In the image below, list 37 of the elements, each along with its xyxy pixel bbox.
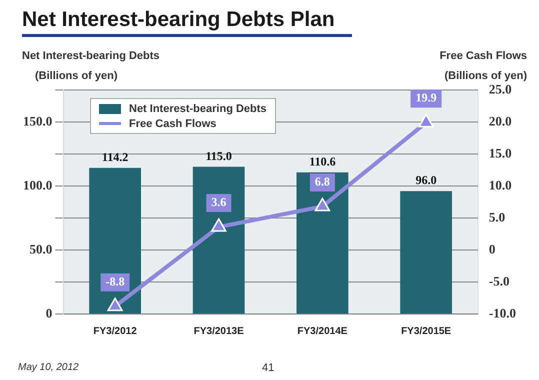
y2-axis-title: Free Cash Flows [440, 50, 527, 62]
data-label: 3.6 [211, 195, 226, 210]
point [418, 114, 434, 128]
data-label: 115.0 [206, 148, 232, 163]
legend-label: Net Interest-bearing Debts [129, 102, 267, 114]
point [107, 298, 123, 312]
y-axis-title: Net Interest-bearing Debts [22, 50, 160, 62]
y-tick-label: 0 [46, 305, 52, 320]
y-tick-label: 150.0 [23, 113, 52, 128]
y2-tick-label: -10.0 [488, 305, 516, 320]
y2-tick-label: 20.0 [488, 113, 512, 128]
y2-tick-label: 5.0 [488, 209, 506, 224]
data-label: 114.2 [102, 150, 128, 164]
data-label: -8.8 [106, 274, 125, 288]
x-tick-label: FY3/2012 [93, 326, 138, 337]
data-label: 6.8 [314, 174, 330, 189]
data-label: 96.0 [416, 173, 437, 188]
y2-tick-label: 0 [488, 241, 496, 256]
y2-tick-label: -5.0 [488, 273, 510, 288]
y2-tick-label: 15.0 [488, 145, 512, 160]
point [314, 198, 330, 212]
point [211, 218, 226, 232]
data-label: 19.9 [416, 90, 437, 105]
chart-title: Net Interest-bearing Debts Plan [22, 8, 335, 32]
text: 41 [262, 362, 274, 374]
x-tick-label: FY3/2014E [297, 326, 348, 337]
text: May 10, 2012 [18, 362, 79, 373]
y2-tick-label: 25.0 [488, 81, 512, 96]
x-tick-label: FY3/2013E [194, 326, 244, 337]
data-label: 110.6 [309, 154, 336, 169]
y-tick-label: 100.0 [23, 177, 52, 192]
y-tick-label: 50.0 [30, 241, 52, 256]
text: (Billions of yen) [444, 70, 527, 82]
x-tick-label: FY3/2015E [401, 326, 452, 337]
legend-label: Free Cash Flows [129, 118, 216, 130]
text: (Billions of yen) [35, 70, 118, 82]
y2-tick-label: 10.0 [488, 177, 512, 192]
